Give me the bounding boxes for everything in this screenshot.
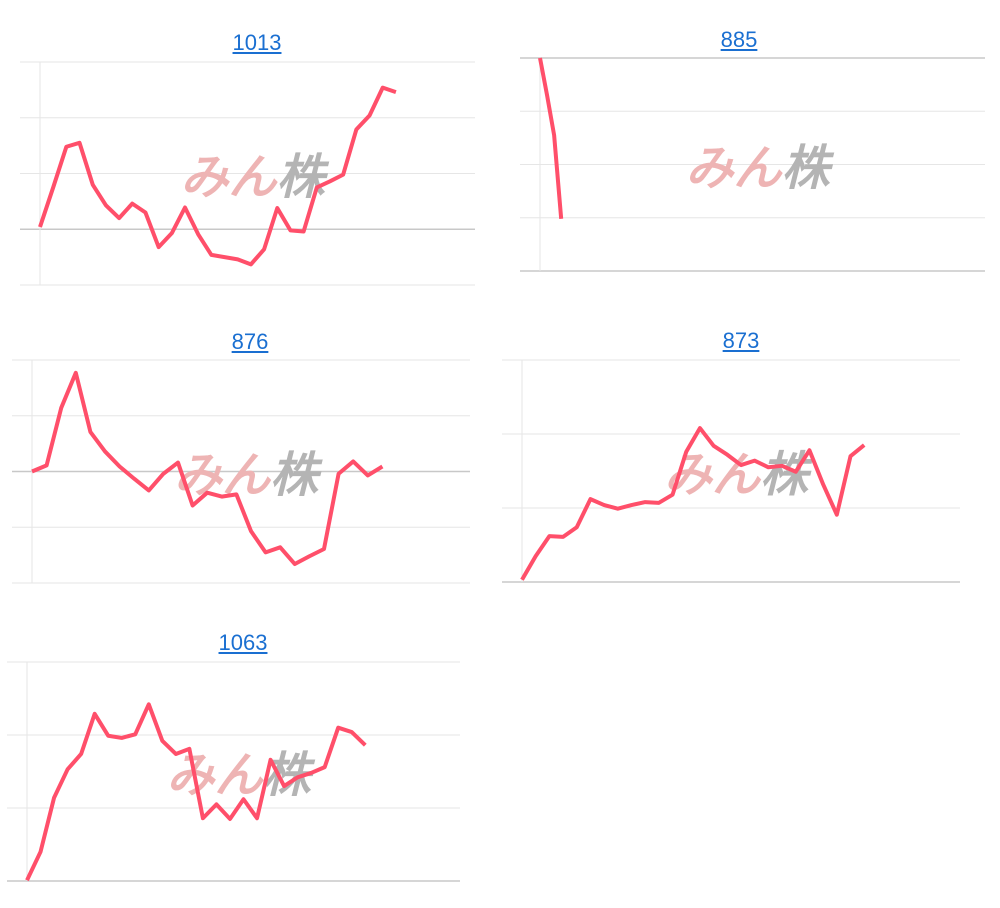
chart-title-link[interactable]: 1063 <box>218 630 268 655</box>
series-line <box>538 57 564 219</box>
series-line <box>38 85 397 267</box>
watermark-logo: みん株 <box>174 448 323 504</box>
watermark-logo: みん株 <box>685 141 834 197</box>
chart-title-link[interactable]: 876 <box>231 329 269 354</box>
watermark-pink-text: みん <box>166 748 264 804</box>
chart-title-link[interactable]: 885 <box>720 27 758 52</box>
line-chart: みん株 <box>520 57 985 272</box>
watermark-pink-text: みん <box>180 150 278 206</box>
chart-title-link[interactable]: 873 <box>722 328 760 353</box>
watermark-gray-text: 株 <box>270 448 323 504</box>
line-chart: みん株 <box>7 661 460 882</box>
watermark-pink-text: みん <box>685 141 783 197</box>
watermark-logo: みん株 <box>180 150 329 206</box>
chart-title-link[interactable]: 1013 <box>232 30 282 55</box>
watermark-gray-text: 株 <box>277 150 330 206</box>
watermark-logo: みん株 <box>166 748 315 804</box>
line-chart: みん株 <box>502 359 960 583</box>
series-line <box>520 426 866 581</box>
series-line <box>31 370 384 567</box>
line-chart: みん株 <box>12 359 470 584</box>
line-chart: みん株 <box>20 61 475 286</box>
watermark-gray-text: 株 <box>782 141 835 197</box>
series-line <box>25 702 367 882</box>
